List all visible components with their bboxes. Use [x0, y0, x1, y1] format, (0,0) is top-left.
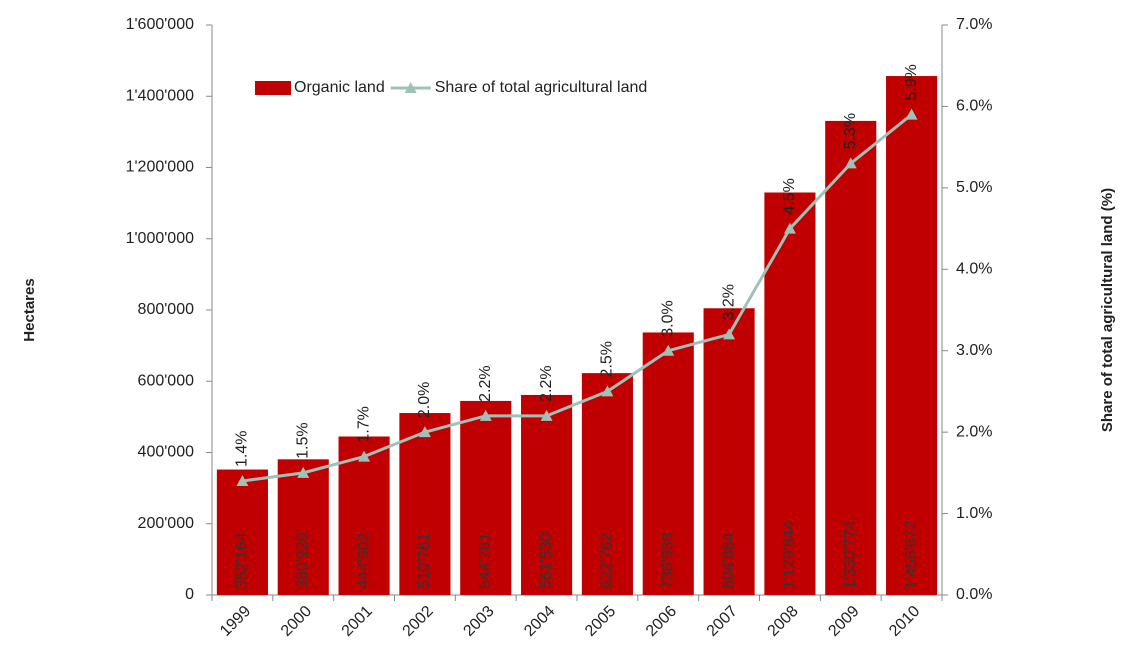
x-tick-label: 1999: [217, 603, 254, 640]
legend-swatch: [255, 81, 291, 95]
y-tick-label: 1'400'000: [126, 87, 195, 104]
bar-value-label: 380'920: [294, 532, 311, 589]
bar: [460, 400, 512, 595]
line-value-label: 5.9%: [903, 64, 920, 100]
line: [242, 113, 913, 483]
y2-tick-label: 5.0%: [956, 179, 992, 196]
y2-tick-label: 6.0%: [956, 98, 992, 115]
bar-value-label: 544'761: [477, 532, 494, 589]
bar-value-label: 736'939: [659, 532, 676, 589]
x-tick-label: 2001: [339, 603, 376, 640]
bar-value-label: 622'762: [599, 532, 616, 589]
bar-value-label: 1'330'774: [842, 521, 859, 590]
bar: [521, 394, 573, 595]
line-marker: [358, 450, 371, 462]
line-value-label: 1.7%: [355, 406, 372, 442]
bar-value-label: 1'129'844: [781, 521, 798, 590]
x-tick-label: 2006: [643, 603, 680, 640]
y2-tick-label: 0.0%: [956, 586, 992, 603]
x-tick-label: 2008: [765, 603, 802, 640]
line-value-label: 2.5%: [599, 341, 616, 377]
x-tick-label: 2004: [521, 603, 558, 640]
bar-value-label: 804'884: [720, 532, 737, 589]
legend-label: Share of total agricultural land: [435, 79, 648, 96]
bar-value-label: 352'164: [234, 532, 251, 589]
line-marker: [601, 385, 614, 397]
bar-value-label: 444'902: [355, 532, 372, 589]
line-marker: [418, 426, 431, 438]
y-tick-label: 1'000'000: [126, 230, 195, 247]
bar: [581, 373, 633, 595]
line-value-label: 3.2%: [720, 284, 737, 320]
y2-tick-label: 3.0%: [956, 342, 992, 359]
line-value-label: 1.5%: [294, 422, 311, 458]
line-marker: [479, 409, 492, 421]
x-tick-label: 2000: [278, 603, 315, 640]
x-tick-label: 2010: [886, 603, 923, 640]
y-tick-label: 1'200'000: [126, 159, 195, 176]
x-tick-label: 2009: [825, 603, 862, 640]
line-value-label: 2.2%: [538, 365, 555, 401]
line-marker: [905, 108, 918, 120]
line-marker: [783, 222, 796, 234]
line-marker: [662, 344, 675, 356]
legend-label: Organic land: [294, 79, 385, 96]
legend-swatch: [404, 82, 417, 93]
bar: [277, 459, 329, 595]
y2-tick-label: 1.0%: [956, 505, 992, 522]
bar: [642, 332, 694, 595]
y-axis-title: Hectares: [21, 278, 38, 341]
y-tick-label: 600'000: [138, 372, 195, 389]
y2-tick-label: 7.0%: [956, 16, 992, 33]
line-value-label: 2.2%: [477, 365, 494, 401]
line-value-label: 5.3%: [842, 113, 859, 149]
x-tick-label: 2003: [460, 603, 497, 640]
line-marker: [723, 328, 736, 340]
line-marker: [236, 475, 249, 486]
bar: [338, 436, 390, 595]
line-value-label: 1.4%: [234, 431, 251, 467]
line-value-label: 2.0%: [416, 382, 433, 418]
line-marker: [540, 409, 553, 421]
line-value-label: 4.5%: [781, 178, 798, 214]
bar: [703, 308, 755, 595]
y-tick-label: 200'000: [138, 515, 195, 532]
y2-axis-title: Share of total agricultural land (%): [1099, 188, 1116, 432]
y-tick-label: 1'600'000: [126, 16, 195, 33]
bar: [825, 120, 877, 595]
bar-value-label: 561'530: [538, 532, 555, 589]
line-marker: [297, 466, 310, 478]
line-marker: [844, 157, 857, 169]
x-tick-label: 2002: [400, 603, 437, 640]
y2-tick-label: 2.0%: [956, 423, 992, 440]
bar: [216, 469, 268, 595]
y-tick-label: 400'000: [138, 444, 195, 461]
bar: [886, 76, 938, 595]
y-tick-label: 0: [185, 586, 194, 603]
bar-value-label: 1'456'672: [903, 521, 920, 590]
bar: [399, 413, 451, 595]
y-tick-label: 800'000: [138, 301, 195, 318]
y2-tick-label: 4.0%: [956, 261, 992, 278]
bar-value-label: 510'761: [416, 532, 433, 589]
line-value-label: 3.0%: [659, 300, 676, 336]
x-tick-label: 2005: [582, 603, 619, 640]
x-tick-label: 2007: [704, 603, 741, 640]
